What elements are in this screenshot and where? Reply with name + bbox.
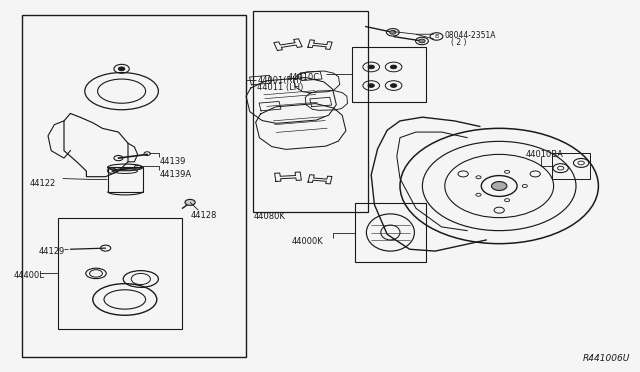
- Text: 44128: 44128: [191, 211, 217, 220]
- Text: R441006U: R441006U: [583, 354, 630, 363]
- Circle shape: [390, 84, 397, 87]
- Bar: [355, 203, 426, 262]
- Text: 44122: 44122: [29, 179, 56, 188]
- Text: B: B: [435, 33, 438, 39]
- Bar: [58, 218, 182, 329]
- Circle shape: [368, 84, 374, 87]
- Text: 44129: 44129: [38, 247, 65, 256]
- Circle shape: [390, 31, 396, 34]
- Circle shape: [368, 65, 374, 69]
- Text: 44080K: 44080K: [254, 212, 286, 221]
- Text: 44010BA: 44010BA: [526, 150, 564, 159]
- Bar: [108, 167, 143, 192]
- Text: 44400L: 44400L: [14, 271, 45, 280]
- Text: 44000K: 44000K: [291, 237, 323, 246]
- Bar: [22, 15, 246, 357]
- Circle shape: [419, 39, 425, 43]
- Bar: [552, 153, 590, 179]
- Bar: [253, 11, 368, 212]
- Circle shape: [118, 67, 125, 71]
- Text: 44139: 44139: [160, 157, 186, 166]
- Bar: [352, 46, 426, 102]
- Circle shape: [390, 65, 397, 69]
- Circle shape: [185, 199, 195, 205]
- Text: 44010C: 44010C: [288, 73, 320, 82]
- Text: 08044-2351A: 08044-2351A: [445, 31, 496, 40]
- Text: ( 2 ): ( 2 ): [451, 38, 467, 47]
- Text: 44001(RH): 44001(RH): [257, 76, 302, 85]
- Text: 44139A: 44139A: [160, 170, 192, 179]
- Text: 44011 (LH): 44011 (LH): [257, 83, 303, 92]
- Circle shape: [492, 182, 507, 190]
